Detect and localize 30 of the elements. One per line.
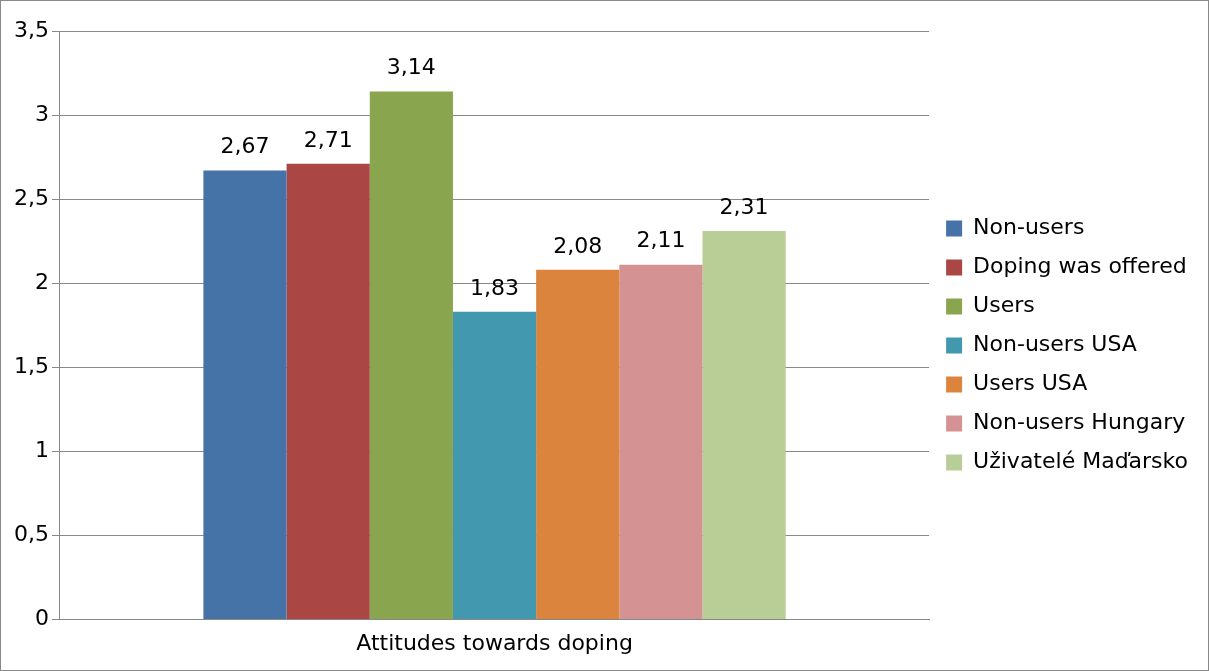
y-tick-label: 2 [34, 268, 49, 294]
legend-label: Users [973, 292, 1035, 318]
legend-label: Non-users [973, 214, 1085, 240]
y-tick-label: 2,5 [13, 184, 49, 210]
bar [286, 163, 370, 620]
x-tick-label: Attitudes towards doping [356, 629, 633, 655]
bar [702, 231, 786, 620]
data-label: 2,67 [220, 133, 270, 159]
legend-label: Doping was offered [973, 253, 1187, 279]
data-label: 3,14 [386, 54, 436, 80]
bar [536, 269, 620, 620]
bar [452, 311, 537, 620]
data-label: 2,11 [636, 227, 686, 253]
bar [203, 170, 287, 620]
legend-label: Users USA [973, 370, 1088, 396]
legend-label: Non-users Hungary [973, 409, 1186, 435]
y-tick-label: 3 [34, 100, 49, 126]
y-tick-label: 1 [34, 437, 49, 463]
legend-label: Uživatelé Maďarsko [973, 448, 1189, 474]
bar [619, 264, 703, 620]
y-tick-label: 3,5 [13, 16, 49, 42]
y-tick-label: 1,5 [13, 353, 49, 379]
data-label: 1,83 [470, 274, 520, 300]
data-label: 2,71 [303, 126, 353, 152]
y-tick-label: 0 [34, 605, 49, 631]
data-label: 2,08 [553, 232, 603, 258]
bar [369, 91, 453, 620]
y-tick-label: 0,5 [13, 521, 49, 547]
legend-label: Non-users USA [973, 331, 1137, 357]
data-label: 2,31 [719, 193, 769, 219]
